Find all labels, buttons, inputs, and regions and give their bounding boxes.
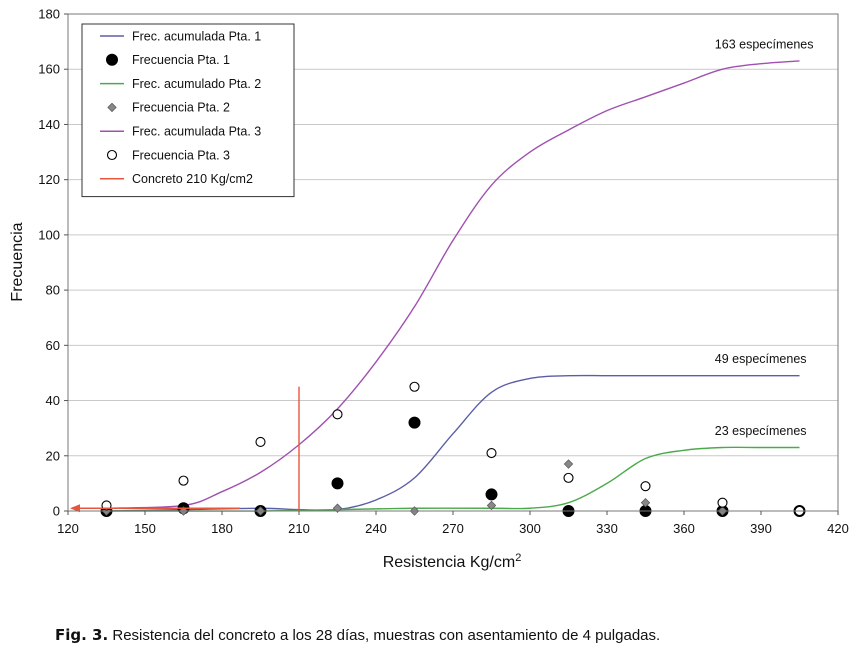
figure-caption-label: Fig. 3. xyxy=(55,626,109,644)
legend-label-concreto-210-kg-cm2: Concreto 210 Kg/cm2 xyxy=(132,172,253,186)
y-tick-label: 140 xyxy=(38,117,60,132)
y-tick-label: 160 xyxy=(38,62,60,77)
legend-label-frecuencia-pta-1: Frecuencia Pta. 1 xyxy=(132,53,230,67)
x-axis-title-superscript: 2 xyxy=(515,552,521,564)
data-point-frecuencia-pta-1 xyxy=(408,416,421,429)
x-tick-label: 300 xyxy=(519,521,541,536)
x-axis-title: Resistencia Kg/cm2 xyxy=(383,552,522,571)
legend-label-frecuencia-pta-2: Frecuencia Pta. 2 xyxy=(132,101,230,115)
annotation-label: 163 especímenes xyxy=(715,37,814,51)
x-axis-title-text: Resistencia Kg/cm xyxy=(383,554,516,571)
legend-box xyxy=(81,23,295,198)
data-point-frecuencia-pta-3 xyxy=(717,497,728,508)
legend-label-frec-acumulada-pta-1: Frec. acumulada Pta. 1 xyxy=(132,29,261,43)
y-tick-label: 0 xyxy=(53,504,60,519)
plot-series xyxy=(70,60,806,517)
y-tick-label: 100 xyxy=(38,227,60,242)
x-tick-label: 360 xyxy=(673,521,695,536)
x-tick-label: 150 xyxy=(134,521,156,536)
legend-label-frec-acumulada-pta-3: Frec. acumulada Pta. 3 xyxy=(132,125,261,139)
annotation-label: 49 especímenes xyxy=(715,352,807,366)
legend-marker-frecuencia-pta-2 xyxy=(107,102,117,113)
y-tick-label: 180 xyxy=(38,7,60,22)
annotation-label: 23 especímenes xyxy=(715,424,807,438)
data-point-frecuencia-pta-2 xyxy=(332,503,343,513)
y-axis-title: Frecuencia xyxy=(9,222,26,301)
y-tick-label: 20 xyxy=(46,448,60,463)
x-tick-label: 330 xyxy=(596,521,618,536)
x-tick-label: 180 xyxy=(211,521,233,536)
axis-ticks: 0 20 40 60 80 100 120 140 160 180 120 150 180 210 240 2… xyxy=(38,7,849,537)
data-point-frecuencia-pta-1 xyxy=(485,488,498,501)
data-point-frecuencia-pta-2 xyxy=(640,498,651,508)
arrow-head xyxy=(70,504,80,513)
x-tick-label: 120 xyxy=(57,521,79,536)
data-point-frecuencia-pta-1 xyxy=(331,477,344,490)
y-tick-label: 80 xyxy=(46,283,60,298)
series-line-frec-acumulado-pta-2 xyxy=(106,446,800,512)
legend-marker-frecuencia-pta-3 xyxy=(106,149,118,161)
annotations: 163 especímenes 49 especímenes 23 especíme… xyxy=(715,37,814,438)
legend: Frec. acumulada Pta. 1 Frecuencia Pta. 1 F… xyxy=(81,23,295,198)
x-tick-label: 270 xyxy=(442,521,464,536)
data-point-frecuencia-pta-3 xyxy=(409,381,420,392)
data-point-frecuencia-pta-2 xyxy=(486,500,497,511)
data-point-frecuencia-pta-3 xyxy=(332,409,343,420)
y-tick-label: 40 xyxy=(46,393,60,408)
x-tick-label: 210 xyxy=(288,521,310,536)
figure-caption: Fig. 3. Resistencia del concreto a los 2… xyxy=(55,626,660,644)
data-point-frecuencia-pta-3 xyxy=(563,472,574,483)
data-point-frecuencia-pta-2 xyxy=(563,459,574,469)
data-point-frecuencia-pta-3 xyxy=(178,475,189,486)
x-tick-label: 240 xyxy=(365,521,387,536)
legend-marker-frecuencia-pta-1 xyxy=(106,53,118,66)
data-point-frecuencia-pta-3 xyxy=(255,436,266,448)
legend-label-frec-acumulado-pta-2: Frec. acumulado Pta. 2 xyxy=(132,77,261,91)
legend-label-frecuencia-pta-3: Frecuencia Pta. 3 xyxy=(132,148,230,162)
figure-caption-text: Resistencia del concreto a los 28 días, … xyxy=(108,627,661,644)
x-tick-label: 390 xyxy=(750,521,772,536)
y-tick-label: 120 xyxy=(38,172,60,187)
x-tick-label: 420 xyxy=(827,521,849,536)
data-point-frecuencia-pta-3 xyxy=(640,481,651,492)
series-line-frec-acumulada-pta-3 xyxy=(106,60,800,509)
data-point-frecuencia-pta-3 xyxy=(486,447,497,459)
y-tick-label: 60 xyxy=(46,338,60,353)
series-line-frec-acumulada-pta-1 xyxy=(106,374,800,512)
